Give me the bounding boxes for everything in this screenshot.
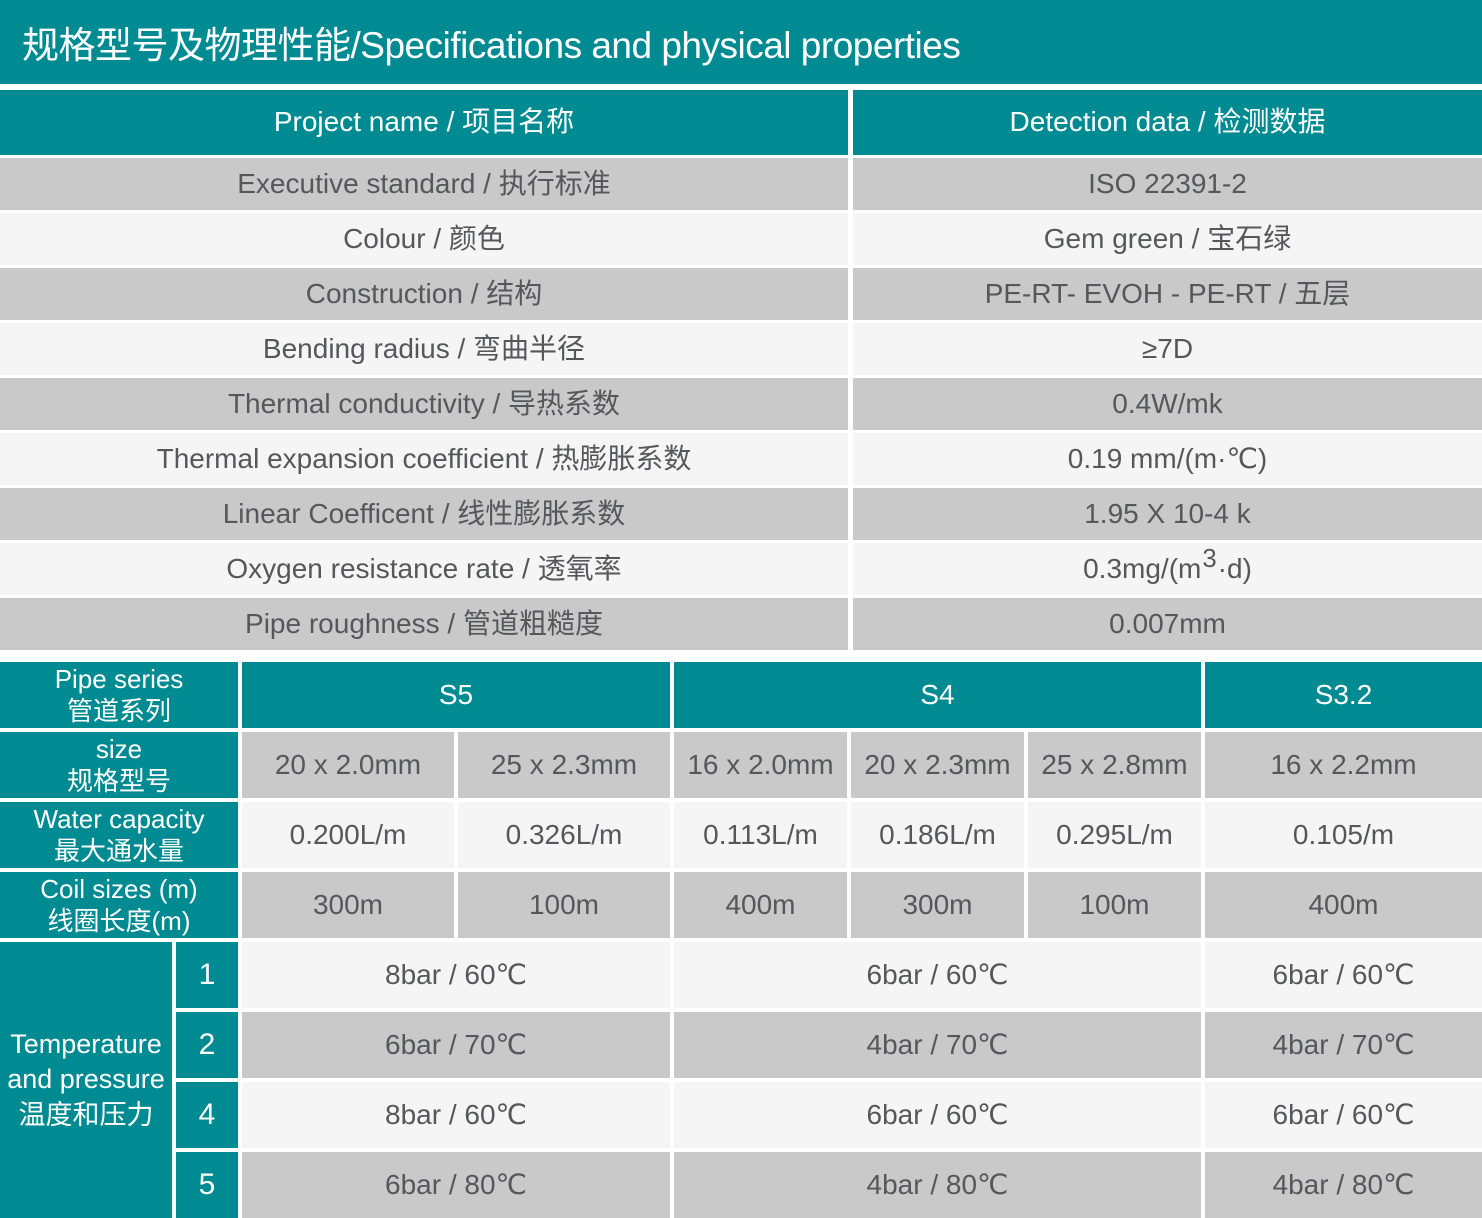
row-header-temperature-pressure: Temperature and pressure 温度和压力 — [0, 942, 172, 1218]
coil-size-cell: 300m — [851, 872, 1024, 938]
series-table: Pipe series 管道系列 S5 S4 S3.2 size 规格型号 20… — [0, 662, 1482, 1218]
row-header-pipe-series: Pipe series 管道系列 — [0, 662, 238, 728]
prop-value-bending-radius: ≥7D — [853, 323, 1482, 375]
water-capacity-cell: 0.295L/m — [1028, 802, 1201, 868]
prop-value-pipe-roughness: 0.007mm — [853, 598, 1482, 650]
water-capacity-cell: 0.326L/m — [458, 802, 670, 868]
prop-label-construction: Construction / 结构 — [0, 268, 848, 320]
prop-value-thermal-expansion: 0.19 mm/(m·℃) — [853, 433, 1482, 485]
size-cell: 25 x 2.8mm — [1028, 732, 1201, 798]
properties-table: Project name / 项目名称 Detection data / 检测数… — [0, 90, 1482, 650]
prop-value-executive-standard: ISO 22391-2 — [853, 158, 1482, 210]
temp-value-s32: 6bar / 60℃ — [1205, 1082, 1482, 1148]
temp-row-number: 1 — [176, 942, 238, 1008]
size-cell: 20 x 2.3mm — [851, 732, 1024, 798]
coil-size-cell: 300m — [242, 872, 454, 938]
row-header-coil-sizes-en: Coil sizes (m) — [40, 873, 198, 904]
temperature-label-line1: Temperature — [10, 1029, 162, 1060]
temp-value-s32: 4bar / 80℃ — [1205, 1152, 1482, 1218]
water-capacity-cell: 0.113L/m — [674, 802, 847, 868]
oxygen-value-superscript: 3 — [1202, 545, 1217, 574]
prop-value-linear-coefficent: 1.95 X 10-4 k — [853, 488, 1482, 540]
water-capacity-cell: 0.200L/m — [242, 802, 454, 868]
coil-size-cell: 400m — [1205, 872, 1482, 938]
prop-value-construction: PE-RT- EVOH - PE-RT / 五层 — [853, 268, 1482, 320]
page-title: 规格型号及物理性能/Specifications and physical pr… — [22, 25, 961, 66]
temp-value-s32: 4bar / 70℃ — [1205, 1012, 1482, 1078]
temp-row-number: 5 — [176, 1152, 238, 1218]
col-header-detection-data: Detection data / 检测数据 — [853, 90, 1482, 155]
prop-label-colour: Colour / 颜色 — [0, 213, 848, 265]
prop-value-oxygen-resistance: 0.3mg/(m 3 ·d) — [853, 543, 1482, 595]
prop-label-oxygen-resistance: Oxygen resistance rate / 透氧率 — [0, 543, 848, 595]
water-capacity-cell: 0.186L/m — [851, 802, 1024, 868]
row-header-water-capacity-en: Water capacity — [33, 803, 205, 834]
temp-row-number: 4 — [176, 1082, 238, 1148]
row-header-size-en: size — [95, 733, 143, 764]
temp-value-s4: 4bar / 70℃ — [674, 1012, 1201, 1078]
prop-label-executive-standard: Executive standard / 执行标准 — [0, 158, 848, 210]
oxygen-value-prefix: 0.3mg/(m — [1083, 552, 1202, 584]
temp-value-s5: 8bar / 60℃ — [242, 942, 670, 1008]
row-header-coil-sizes-zh: 线圈长度(m) — [47, 906, 191, 936]
row-header-water-capacity-zh: 最大通水量 — [53, 836, 184, 866]
row-header-coil-sizes: Coil sizes (m) 线圈长度(m) — [0, 872, 238, 938]
water-capacity-cell: 0.105/m — [1205, 802, 1482, 868]
prop-label-thermal-conductivity: Thermal conductivity / 导热系数 — [0, 378, 848, 430]
col-header-s5: S5 — [242, 662, 670, 728]
temp-value-s32: 6bar / 60℃ — [1205, 942, 1482, 1008]
temp-value-s4: 6bar / 60℃ — [674, 1082, 1201, 1148]
coil-size-cell: 400m — [674, 872, 847, 938]
size-cell: 16 x 2.2mm — [1205, 732, 1482, 798]
row-header-water-capacity: Water capacity 最大通水量 — [0, 802, 238, 868]
temp-value-s4: 6bar / 60℃ — [674, 942, 1201, 1008]
temp-value-s5: 6bar / 80℃ — [242, 1152, 670, 1218]
row-header-size: size 规格型号 — [0, 732, 238, 798]
size-cell: 25 x 2.3mm — [458, 732, 670, 798]
temperature-label-line2: and pressure — [7, 1064, 165, 1095]
coil-size-cell: 100m — [458, 872, 670, 938]
temp-value-s5: 6bar / 70℃ — [242, 1012, 670, 1078]
row-header-size-zh: 规格型号 — [66, 766, 171, 796]
temp-row-number: 2 — [176, 1012, 238, 1078]
prop-value-thermal-conductivity: 0.4W/mk — [853, 378, 1482, 430]
prop-label-linear-coefficent: Linear Coefficent / 线性膨胀系数 — [0, 488, 848, 540]
col-header-s4: S4 — [674, 662, 1201, 728]
row-header-pipe-series-zh: 管道系列 — [66, 696, 171, 726]
coil-size-cell: 100m — [1028, 872, 1201, 938]
temperature-label-line3: 温度和压力 — [18, 1099, 154, 1130]
prop-label-pipe-roughness: Pipe roughness / 管道粗糙度 — [0, 598, 848, 650]
temp-value-s4: 4bar / 80℃ — [674, 1152, 1201, 1218]
oxygen-value-suffix: ·d) — [1217, 552, 1252, 584]
col-header-project-name: Project name / 项目名称 — [0, 90, 848, 155]
size-cell: 20 x 2.0mm — [242, 732, 454, 798]
row-header-pipe-series-en: Pipe series — [54, 663, 184, 694]
prop-value-colour: Gem green / 宝石绿 — [853, 213, 1482, 265]
size-cell: 16 x 2.0mm — [674, 732, 847, 798]
col-header-s32: S3.2 — [1205, 662, 1482, 728]
title-bar: 规格型号及物理性能/Specifications and physical pr… — [0, 0, 1482, 84]
prop-label-bending-radius: Bending radius / 弯曲半径 — [0, 323, 848, 375]
temp-value-s5: 8bar / 60℃ — [242, 1082, 670, 1148]
prop-label-thermal-expansion: Thermal expansion coefficient / 热膨胀系数 — [0, 433, 848, 485]
